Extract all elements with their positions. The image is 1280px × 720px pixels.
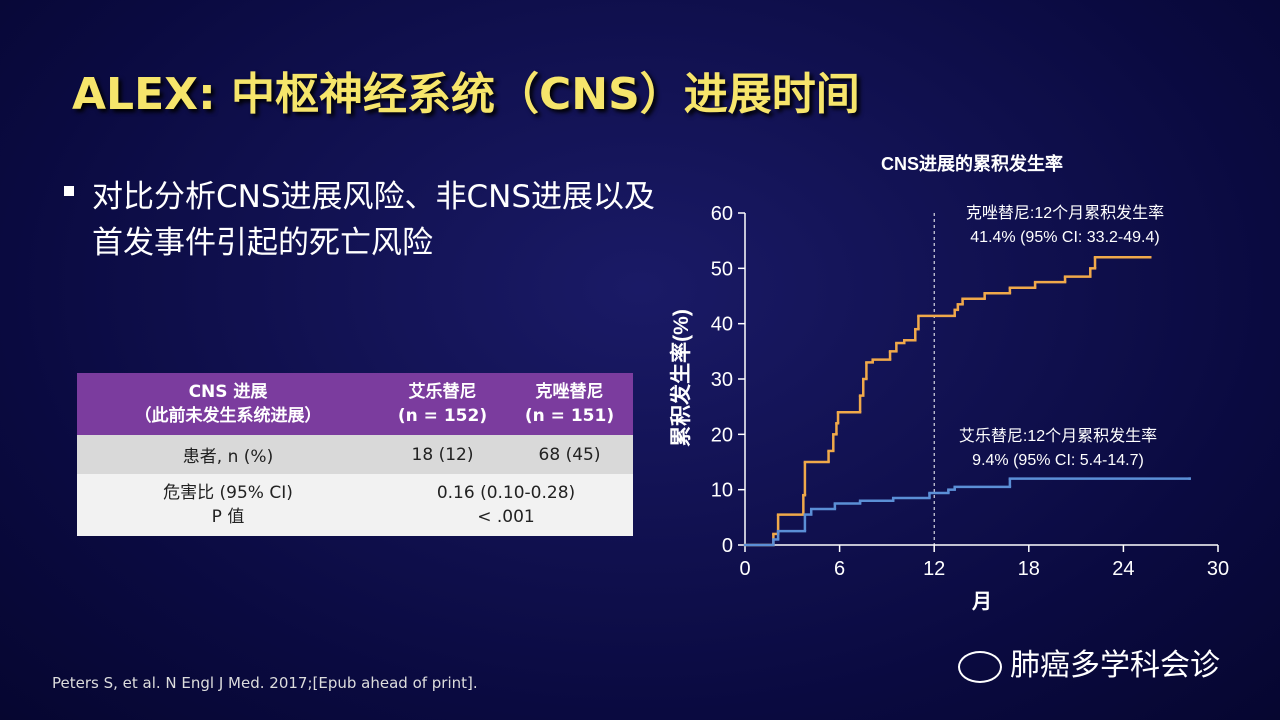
cell: 18 (12) bbox=[379, 435, 506, 474]
footnote: Peters S, et al. N Engl J Med. 2017;[Epu… bbox=[52, 674, 478, 692]
x-tick-label: 18 bbox=[1018, 558, 1040, 580]
y-tick-label: 10 bbox=[711, 480, 733, 502]
header-line: （此前未发生系统进展） bbox=[134, 406, 322, 426]
x-axis-label: 月 bbox=[971, 591, 992, 613]
wechat-icon bbox=[958, 650, 1002, 683]
x-tick-label: 30 bbox=[1207, 558, 1229, 580]
y-tick-label: 60 bbox=[711, 203, 733, 225]
x-tick-label: 24 bbox=[1112, 558, 1134, 580]
x-tick-label: 0 bbox=[739, 558, 750, 580]
y-axis-label: 累积发生率(%) bbox=[669, 309, 693, 447]
slide-title: ALEX: 中枢神经系统（CNS）进展时间 bbox=[72, 69, 860, 120]
cell: 患者, n (%) bbox=[77, 435, 379, 474]
cell: 危害比 (95% CI) P 值 bbox=[77, 474, 379, 536]
header-line: 克唑替尼 bbox=[535, 382, 604, 402]
bullet-marker bbox=[64, 186, 74, 196]
header-cell: 艾乐替尼 (n = 152) bbox=[379, 373, 506, 435]
chart-title: CNS进展的累积发生率 bbox=[881, 153, 1063, 174]
annotation: 9.4% (95% CI: 5.4-14.7) bbox=[972, 452, 1144, 469]
y-tick-label: 0 bbox=[722, 535, 733, 557]
header-line: 艾乐替尼 bbox=[408, 382, 477, 402]
y-tick-label: 20 bbox=[711, 424, 733, 446]
cell: 0.16 (0.10-0.28) < .001 bbox=[379, 474, 633, 536]
results-table: CNS 进展 （此前未发生系统进展） 艾乐替尼 (n = 152) 克唑替尼 (n =… bbox=[77, 373, 633, 536]
cell: 68 (45) bbox=[506, 435, 633, 474]
watermark-text: 肺癌多学科会诊 bbox=[1010, 648, 1220, 683]
x-tick-label: 12 bbox=[923, 558, 945, 580]
cell-line: < .001 bbox=[477, 507, 535, 527]
header-cell: 克唑替尼 (n = 151) bbox=[506, 373, 633, 435]
header-line: (n = 151) bbox=[524, 406, 615, 426]
cell-line: 危害比 (95% CI) bbox=[163, 483, 293, 503]
annotation: 艾乐替尼:12个月累积发生率 bbox=[959, 427, 1157, 445]
y-tick-label: 50 bbox=[711, 258, 733, 280]
y-tick-label: 30 bbox=[711, 369, 733, 391]
bullet-text: 对比分析CNS进展风险、非CNS进展以及首发事件引起的死亡风险 bbox=[92, 179, 656, 261]
header-cell: CNS 进展 （此前未发生系统进展） bbox=[77, 373, 379, 435]
watermark: 肺癌多学科会诊 bbox=[958, 640, 1220, 684]
y-tick-label: 40 bbox=[711, 314, 733, 336]
cell-line: 0.16 (0.10-0.28) bbox=[436, 483, 576, 503]
cell-line: P 值 bbox=[211, 507, 245, 527]
annotation: 41.4% (95% CI: 33.2-49.4) bbox=[970, 229, 1159, 246]
header-line: CNS 进展 bbox=[188, 382, 268, 402]
header-line: (n = 152) bbox=[397, 406, 488, 426]
x-tick-label: 6 bbox=[834, 558, 845, 580]
annotation: 克唑替尼:12个月累积发生率 bbox=[966, 204, 1164, 222]
